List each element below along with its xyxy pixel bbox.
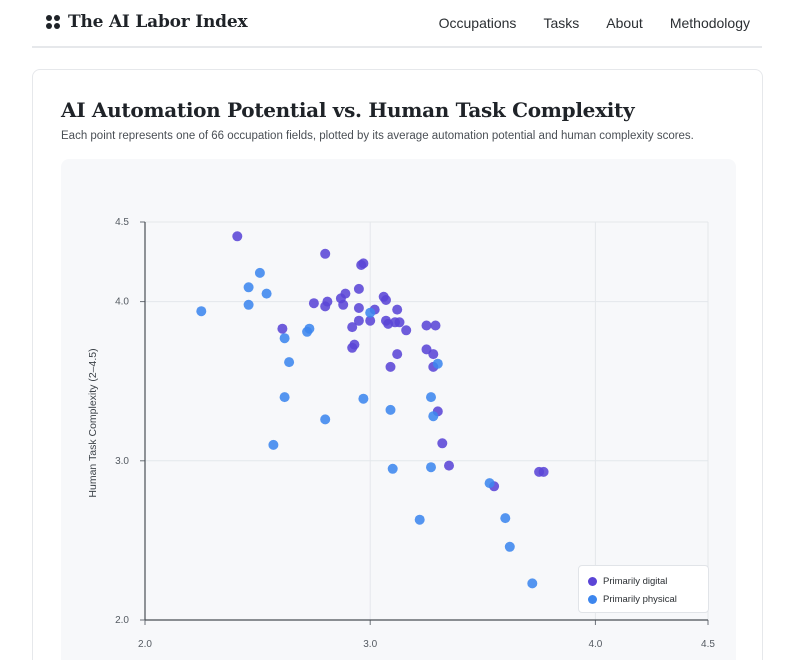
chart-legend: Primarily digital Primarily physical	[578, 565, 709, 613]
data-point-physical-13[interactable]	[365, 307, 376, 318]
data-point-digital-22[interactable]	[347, 322, 358, 333]
legend-label-digital: Primarily digital	[603, 575, 668, 587]
x-tick-label-0: 2.0	[138, 639, 152, 650]
legend-swatch-physical	[588, 594, 597, 604]
nav-link-methodology[interactable]: Methodology	[669, 15, 750, 31]
brand-title: The AI Labor Index	[68, 12, 248, 32]
logo-icon	[46, 15, 60, 29]
data-point-physical-15[interactable]	[426, 392, 436, 403]
data-point-digital-17[interactable]	[365, 315, 376, 326]
data-point-digital-39[interactable]	[538, 466, 549, 477]
data-point-physical-14[interactable]	[385, 404, 396, 415]
nav-link-about[interactable]: About	[606, 15, 643, 31]
series-physical	[196, 267, 538, 589]
y-tick-label-3: 4.5	[115, 217, 129, 228]
legend-swatch-digital	[588, 576, 597, 586]
chart-subtitle: Each point represents one of 66 occupati…	[61, 130, 694, 142]
x-tick-label-3: 4.5	[701, 639, 715, 650]
y-axis-label: Human Task Complexity (2–4.5)	[87, 348, 99, 497]
legend-item-physical[interactable]: Primarily physical	[588, 590, 699, 608]
data-point-digital-28[interactable]	[347, 342, 358, 353]
data-point-physical-10[interactable]	[268, 439, 279, 450]
data-point-digital-30[interactable]	[392, 349, 403, 360]
data-point-digital-11[interactable]	[353, 303, 364, 313]
data-point-physical-0[interactable]	[196, 306, 207, 317]
data-point-physical-8[interactable]	[284, 357, 295, 368]
x-tick-label-2: 4.0	[588, 639, 602, 650]
data-point-digital-3[interactable]	[356, 260, 367, 270]
x-tick-label-1: 3.0	[363, 639, 377, 650]
data-point-digital-23[interactable]	[277, 323, 288, 334]
data-point-physical-9[interactable]	[279, 392, 290, 403]
data-point-digital-10[interactable]	[338, 299, 349, 310]
legend-item-digital[interactable]: Primarily digital	[588, 572, 699, 590]
data-point-physical-3[interactable]	[261, 288, 272, 299]
data-point-digital-4[interactable]	[353, 283, 364, 294]
y-tick-label-0: 2.0	[115, 615, 129, 626]
data-point-digital-21[interactable]	[394, 317, 405, 328]
nav-link-tasks[interactable]: Tasks	[543, 15, 580, 31]
chart-title: AI Automation Potential vs. Human Task C…	[61, 98, 635, 122]
data-point-physical-18[interactable]	[426, 462, 436, 473]
data-point-digital-7[interactable]	[308, 298, 319, 309]
data-point-digital-14[interactable]	[381, 295, 391, 305]
tick-labels: 2.0 3.0 4.0 4.5 2.0 3.0 4.0 4.5	[115, 217, 715, 650]
data-point-digital-36[interactable]	[444, 460, 454, 471]
data-point-physical-22[interactable]	[500, 513, 511, 524]
grid-lines	[144, 221, 709, 621]
data-point-physical-11[interactable]	[320, 414, 331, 425]
data-point-physical-2[interactable]	[254, 267, 265, 278]
data-point-physical-4[interactable]	[243, 299, 254, 310]
axes	[140, 221, 709, 625]
data-point-digital-9[interactable]	[320, 301, 331, 312]
data-point-digital-25[interactable]	[421, 320, 432, 331]
data-point-physical-17[interactable]	[432, 358, 443, 369]
top-navbar: The AI Labor Index Occupations Tasks Abo…	[32, 0, 762, 48]
data-point-physical-7[interactable]	[304, 323, 315, 334]
legend-label-physical: Primarily physical	[603, 593, 677, 605]
data-point-physical-21[interactable]	[414, 514, 425, 525]
y-tick-label-1: 3.0	[115, 456, 129, 467]
data-point-digital-35[interactable]	[437, 438, 448, 449]
data-point-digital-24[interactable]	[401, 325, 412, 336]
data-point-digital-15[interactable]	[392, 304, 403, 315]
data-point-digital-16[interactable]	[353, 315, 364, 326]
data-point-physical-20[interactable]	[484, 478, 495, 489]
main-nav: Occupations Tasks About Methodology	[439, 15, 750, 31]
y-tick-label-2: 4.0	[115, 297, 129, 308]
data-point-physical-5[interactable]	[279, 333, 290, 344]
data-point-physical-23[interactable]	[504, 541, 515, 552]
data-point-digital-26[interactable]	[430, 320, 441, 331]
data-point-digital-1[interactable]	[320, 248, 331, 259]
data-point-digital-0[interactable]	[232, 231, 243, 242]
nav-link-occupations[interactable]: Occupations	[438, 15, 517, 31]
data-point-physical-12[interactable]	[358, 393, 369, 404]
series-digital	[232, 231, 549, 492]
data-point-physical-16[interactable]	[428, 411, 439, 422]
brand[interactable]: The AI Labor Index	[46, 12, 248, 32]
data-point-physical-19[interactable]	[387, 463, 398, 474]
data-points	[196, 231, 549, 589]
data-point-physical-1[interactable]	[243, 282, 254, 293]
data-point-digital-31[interactable]	[428, 349, 439, 360]
data-point-physical-24[interactable]	[527, 578, 538, 589]
data-point-digital-32[interactable]	[385, 361, 396, 372]
